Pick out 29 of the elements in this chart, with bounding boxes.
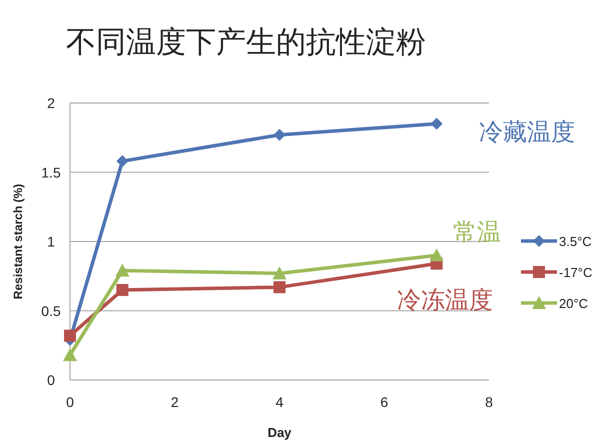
y-axis-title: Resistant starch (%) <box>11 184 25 300</box>
y-tick-label: 2 <box>47 95 56 111</box>
x-tick-label: 2 <box>170 394 179 410</box>
point <box>116 284 128 296</box>
point <box>63 348 77 362</box>
title: 不同温度下产生的抗性淀粉 <box>66 26 426 59</box>
point <box>430 118 443 130</box>
y-tick-label: 1.5 <box>41 164 61 180</box>
y-tick-label: 0.5 <box>41 302 61 319</box>
y-tick-label: 1 <box>47 234 56 250</box>
annotation: 冷冻温度 <box>397 287 493 314</box>
x-tick-label: 8 <box>485 394 494 410</box>
x-axis-title: Day <box>268 425 292 440</box>
legend-label: 20°C <box>559 296 588 311</box>
x-tick-label: 4 <box>276 394 284 410</box>
x-tick-label: 6 <box>380 394 388 410</box>
point <box>272 266 286 280</box>
point <box>274 128 286 141</box>
point <box>430 248 444 262</box>
x-tick-label: 0 <box>66 394 74 410</box>
point <box>64 330 76 342</box>
legend-label: 3.5°C <box>559 234 592 249</box>
legend-label: -17°C <box>559 265 592 280</box>
annotation: 常温 <box>453 219 501 246</box>
point <box>116 155 128 168</box>
point <box>115 264 130 277</box>
annotation: 冷藏温度 <box>479 119 575 146</box>
y-tick-label: 0 <box>47 372 56 388</box>
point <box>274 281 286 294</box>
